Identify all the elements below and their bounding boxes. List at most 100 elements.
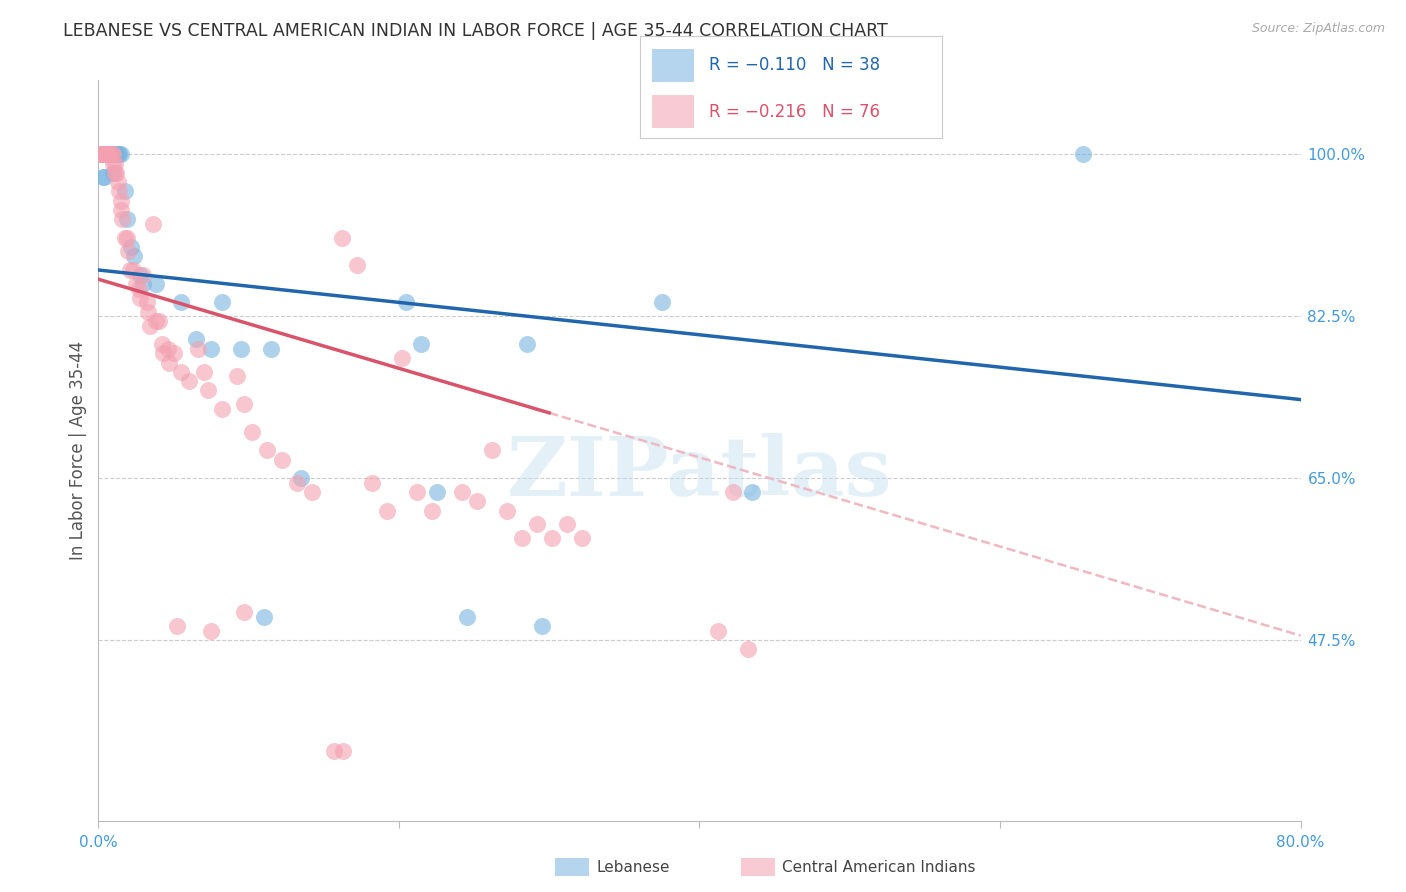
Point [391,351,413,365]
Point [157,355,180,369]
Point [145,277,167,291]
Point [571,532,593,546]
Point [107,147,129,161]
Text: Lebanese: Lebanese [596,860,669,874]
Point [156,342,179,356]
Bar [652,49,695,82]
Point [114,230,136,244]
Point [101,147,124,161]
Text: LEBANESE VS CENTRAL AMERICAN INDIAN IN LABOR FORCE | AGE 35-44 CORRELATION CHART: LEBANESE VS CENTRAL AMERICAN INDIAN IN L… [63,22,889,40]
Point [93,170,115,185]
Point [93,147,115,161]
Point [108,147,131,161]
Point [211,401,233,416]
Point [406,485,429,500]
Point [481,443,503,458]
Point [240,425,263,439]
Text: R = −0.110   N = 38: R = −0.110 N = 38 [709,56,880,74]
Y-axis label: In Labor Force | Age 35-44: In Labor Force | Age 35-44 [69,341,87,560]
Point [530,619,553,633]
Point [330,230,353,244]
Point [96,147,118,161]
Point [103,147,125,161]
Point [260,342,283,356]
Point [170,295,193,310]
Point [96,147,118,161]
Point [193,365,215,379]
Point [91,170,114,185]
Point [200,342,222,356]
Point [1071,147,1094,161]
Point [107,175,129,189]
Point [721,485,744,500]
Point [197,384,219,398]
Point [162,346,184,360]
Point [375,503,398,517]
Point [100,147,122,161]
Point [233,397,256,411]
Point [285,475,308,490]
Point [200,624,222,638]
Point [177,374,200,388]
Point [456,610,478,624]
Point [114,185,136,199]
Point [115,230,138,244]
Point [361,475,384,490]
Point [129,268,152,282]
Point [346,259,368,273]
Point [170,365,193,379]
Point [411,337,433,351]
Point [132,277,155,291]
Point [100,147,122,161]
Point [510,532,533,546]
Point [184,333,207,347]
Point [110,147,132,161]
Point [115,212,138,227]
Point [117,244,139,259]
Point [135,295,157,310]
Point [121,240,143,254]
Point [150,337,173,351]
Point [103,156,125,170]
Point [451,485,474,500]
Point [256,443,278,458]
Point [124,249,146,263]
Point [101,147,124,161]
Point [129,291,152,305]
Point [89,147,111,161]
Point [138,318,160,333]
Point [90,147,112,161]
Point [651,295,673,310]
Point [141,217,163,231]
Point [145,314,167,328]
Text: Central American Indians: Central American Indians [782,860,976,874]
Point [128,281,150,295]
Point [233,606,256,620]
Point [103,166,125,180]
Point [94,147,117,161]
Point [104,147,127,161]
Point [420,503,443,517]
Point [737,642,759,657]
Point [270,452,292,467]
Point [526,517,548,532]
Point [301,485,323,500]
Text: Source: ZipAtlas.com: Source: ZipAtlas.com [1251,22,1385,36]
Point [332,744,354,758]
Point [104,166,127,180]
Point [516,337,538,351]
Text: ZIPatlas: ZIPatlas [506,433,893,513]
Text: R = −0.216   N = 76: R = −0.216 N = 76 [709,103,880,120]
Point [541,532,564,546]
Point [323,744,346,758]
Point [122,263,145,277]
Point [103,147,125,161]
Point [97,147,120,161]
Point [104,156,127,170]
Point [105,166,128,180]
Point [425,485,447,500]
Point [290,471,312,485]
Point [136,304,159,318]
Point [110,202,132,217]
Point [555,517,578,532]
